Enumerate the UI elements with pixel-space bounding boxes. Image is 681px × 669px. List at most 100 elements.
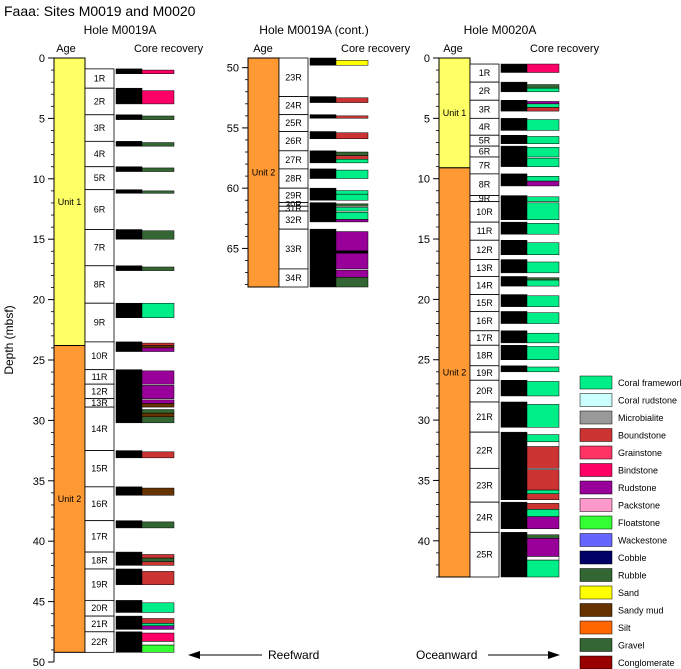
panel-m0019a: Hole M0019A Age Core recovery 0 5 10 15 20 25 30 3…	[33, 23, 204, 669]
recovery-bar	[500, 173, 528, 187]
legend-swatch	[579, 585, 613, 600]
lithology-bar	[335, 212, 369, 220]
lithology-bar	[335, 132, 369, 140]
lithology-bar	[141, 602, 175, 613]
core-label: 21R	[91, 619, 108, 629]
tick-label: 50	[227, 63, 239, 75]
recovery-bar	[115, 600, 143, 613]
legend-label: Cobble	[618, 553, 647, 563]
core-label: 10R	[476, 207, 493, 217]
lithology-bar	[141, 266, 175, 271]
legend-swatch	[579, 375, 613, 390]
recovery-bar	[115, 486, 143, 496]
recovery-bar	[500, 330, 528, 344]
lithology-bar	[335, 203, 369, 207]
chart-title: Faaa: Sites M0019 and M0020	[4, 3, 196, 19]
lithology-bar	[526, 223, 560, 235]
legend-swatch	[579, 620, 613, 635]
lithology-bar	[526, 534, 560, 539]
lithology-bar	[141, 487, 175, 496]
recovery-bar	[500, 201, 528, 220]
lithology-bar	[526, 107, 560, 112]
recovery-bar	[115, 450, 143, 459]
legend-swatch	[579, 533, 613, 547]
lithology-bar	[141, 557, 175, 562]
lithology-bar	[141, 521, 175, 529]
core-interval	[84, 140, 115, 168]
core-interval	[84, 406, 115, 451]
reefward-arrow-head	[188, 651, 200, 659]
lithology-bar	[141, 342, 175, 346]
legend-item-wackestone: Wackestone	[579, 533, 667, 547]
core-label: 19R	[476, 368, 493, 378]
lithology-bar	[526, 381, 560, 397]
lithology-bar	[526, 503, 560, 510]
legend-item-conglomerate: Conglomerate	[579, 655, 675, 669]
tick-label: 40	[418, 536, 430, 548]
recovery-bar	[500, 118, 528, 131]
lithology-bar	[141, 412, 175, 418]
core-label: 5R	[94, 173, 106, 183]
lithology-bar	[526, 469, 560, 491]
legend-item-coral-rudstone: Coral rudstone	[579, 393, 677, 407]
legend-label: Packstone	[618, 501, 660, 511]
core-label: 23R	[476, 480, 493, 490]
tick-label: 35	[418, 475, 430, 487]
tick-label: 10	[418, 174, 430, 186]
lithology-bar	[526, 279, 560, 287]
legend-item-sandy-mud: Sandy mud	[579, 603, 664, 617]
tick-label: 0	[424, 53, 430, 65]
core-interval	[84, 486, 115, 522]
tick-label: 15	[33, 234, 45, 246]
core-label: 31R	[285, 204, 302, 214]
core-label: 13R	[476, 263, 493, 273]
recovery-bar	[115, 68, 143, 74]
lithology-bar	[526, 196, 560, 202]
legend-label: Microbialite	[618, 413, 664, 423]
legend-swatch	[579, 550, 613, 565]
legend-swatch	[579, 638, 613, 652]
core-label: 28R	[285, 174, 302, 184]
core-label: 29R	[285, 190, 302, 200]
legend-label: Sandy mud	[618, 606, 664, 616]
recovery-bar	[309, 268, 337, 288]
core-interval	[84, 341, 115, 371]
tick-label: 55	[227, 123, 239, 135]
legend-label: Rudstone	[618, 483, 657, 493]
legend-item-rudstone: Rudstone	[579, 480, 657, 495]
core-label: 8R	[94, 280, 106, 290]
core-interval	[84, 450, 115, 488]
recovery-bar	[500, 468, 528, 501]
legend-swatch	[579, 568, 613, 582]
legend-label: Coral rudstone	[618, 396, 677, 406]
core-label: 21R	[476, 412, 493, 422]
tick-label: 25	[33, 355, 45, 367]
recovery-bar	[115, 398, 143, 408]
legend-swatch	[579, 445, 613, 460]
recovery-bar	[500, 134, 528, 144]
core-label: 12R	[476, 245, 493, 255]
lithology-bar	[526, 295, 560, 307]
tick-label: 30	[418, 415, 430, 427]
core-label: 25R	[285, 118, 302, 128]
recovery-bar	[115, 87, 143, 105]
age-header: Age	[443, 43, 463, 55]
legend-label: Floatstone	[618, 518, 660, 528]
recovery-bar	[500, 195, 528, 202]
recovery-bar	[115, 631, 143, 653]
recovery-bar	[500, 81, 528, 93]
tick-label: 10	[33, 174, 45, 186]
lithology-bar	[335, 253, 369, 270]
tick-label: 50	[33, 657, 45, 669]
recovery-bar	[500, 431, 528, 469]
unit-label: Unit 2	[58, 494, 82, 504]
legend-item-floatstone: Floatstone	[579, 515, 660, 530]
legend-label: Grainstone	[618, 448, 662, 458]
lithology-bar	[526, 538, 560, 557]
direction-arrows: Reefward Oceanward	[188, 648, 560, 662]
unit-label: Unit 2	[252, 168, 276, 178]
lithology-bar	[526, 136, 560, 144]
tick-label: 20	[418, 294, 430, 306]
lithology-bar	[141, 142, 175, 147]
core-label: 4R	[94, 149, 106, 159]
